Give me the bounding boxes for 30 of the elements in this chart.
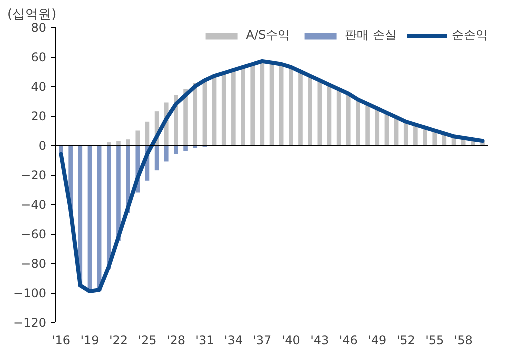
- y-tick-label: 0: [38, 139, 47, 153]
- x-tick-label: '19: [80, 334, 100, 348]
- y-tick-label: −20: [21, 168, 47, 182]
- x-tick-label: '43: [310, 334, 330, 348]
- x-tick-label: '49: [368, 334, 387, 348]
- x-tick-label: '34: [224, 334, 243, 348]
- x-tick-label: '55: [426, 334, 444, 348]
- y-tick-label: −120: [14, 316, 47, 330]
- x-tick-label: '16: [52, 334, 71, 348]
- legend-label: 순손익: [452, 27, 488, 44]
- legend-label: A/S수익: [246, 27, 290, 44]
- x-tick-label: '28: [166, 334, 186, 348]
- x-tick-label: '46: [339, 334, 358, 348]
- x-tick-label: '58: [454, 334, 473, 348]
- y-tick-label: 20: [31, 110, 47, 124]
- y-tick-label: 40: [31, 80, 47, 94]
- y-tick-label: 80: [31, 21, 47, 35]
- y-tick-label: 60: [31, 50, 47, 64]
- x-tick-label: '25: [138, 334, 157, 348]
- y-tick-label: −80: [21, 257, 47, 271]
- y-axis-title: (십억원): [8, 8, 57, 22]
- legend-label: 판매 손실: [345, 27, 397, 44]
- x-tick-label: '40: [282, 334, 300, 348]
- y-tick-label: −40: [21, 198, 47, 212]
- x-tick-label: '22: [109, 334, 128, 348]
- x-tick-label: '31: [196, 334, 214, 348]
- y-tick-label: −100: [14, 286, 47, 300]
- x-tick-label: '37: [253, 334, 272, 348]
- y-tick-label: −60: [21, 228, 47, 242]
- x-tick-label: '52: [396, 334, 416, 348]
